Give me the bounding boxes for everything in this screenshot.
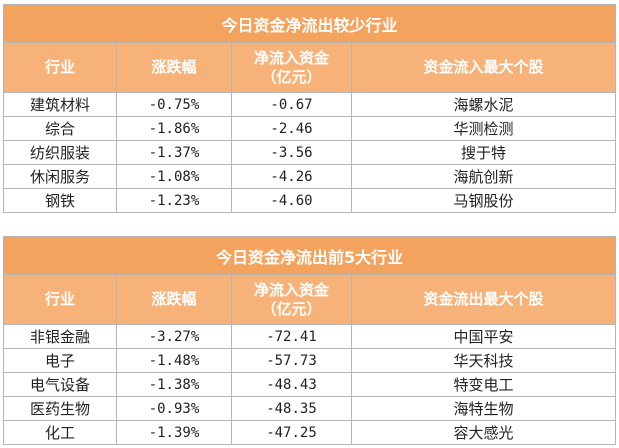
- table-row: 电子 -1.48% -57.73 华天科技: [3, 348, 617, 373]
- col-header-change: 涨跌幅: [116, 274, 232, 325]
- cell-top-stock: 马钢股份: [350, 188, 617, 213]
- cell-industry: 钢铁: [3, 188, 117, 213]
- cell-net-inflow: -3.56: [231, 140, 352, 165]
- cell-change: -1.38%: [116, 372, 232, 397]
- table-row: 钢铁 -1.23% -4.60 马钢股份: [3, 188, 617, 213]
- col-header-net-inflow: 净流入资金 （亿元）: [231, 42, 352, 93]
- table-title: 今日资金净流出前5大行业: [2, 236, 617, 275]
- cell-industry: 化工: [3, 420, 117, 445]
- col-header-change: 涨跌幅: [116, 42, 232, 93]
- cell-change: -1.08%: [116, 164, 232, 189]
- cell-industry: 非银金融: [3, 324, 117, 349]
- cell-top-stock: 特变电工: [350, 372, 617, 397]
- cell-net-inflow: -4.60: [231, 188, 352, 213]
- cell-industry: 电子: [3, 348, 117, 373]
- table-row: 纺织服装 -1.37% -3.56 搜于特: [3, 140, 617, 165]
- cell-change: -1.86%: [116, 116, 232, 141]
- cell-industry: 建筑材料: [3, 92, 117, 117]
- cell-top-stock: 容大感光: [350, 420, 617, 445]
- cell-industry: 休闲服务: [3, 164, 117, 189]
- table-row: 电气设备 -1.38% -48.43 特变电工: [3, 372, 617, 397]
- table-row: 建筑材料 -0.75% -0.67 海螺水泥: [3, 92, 617, 117]
- col-header-industry: 行业: [3, 274, 117, 325]
- table-row: 休闲服务 -1.08% -4.26 海航创新: [3, 164, 617, 189]
- cell-net-inflow: -47.25: [231, 420, 352, 445]
- table-row: 医药生物 -0.93% -48.35 海特生物: [3, 396, 617, 421]
- cell-industry: 医药生物: [3, 396, 117, 421]
- net-outflow-top5-table: 今日资金净流出前5大行业 行业 涨跌幅 净流入资金 （亿元） 资金流出最大个股 …: [2, 236, 617, 445]
- cell-top-stock: 华天科技: [350, 348, 617, 373]
- cell-top-stock: 海航创新: [350, 164, 617, 189]
- cell-net-inflow: -57.73: [231, 348, 352, 373]
- cell-top-stock: 搜于特: [350, 140, 617, 165]
- cell-net-inflow: -0.67: [231, 92, 352, 117]
- cell-change: -3.27%: [116, 324, 232, 349]
- cell-net-inflow: -4.26: [231, 164, 352, 189]
- cell-change: -1.23%: [116, 188, 232, 213]
- cell-industry: 电气设备: [3, 372, 117, 397]
- cell-top-stock: 华测检测: [350, 116, 617, 141]
- table-row: 综合 -1.86% -2.46 华测检测: [3, 116, 617, 141]
- cell-top-stock: 海特生物: [350, 396, 617, 421]
- col-header-industry: 行业: [3, 42, 117, 93]
- cell-industry: 综合: [3, 116, 117, 141]
- cell-net-inflow: -48.35: [231, 396, 352, 421]
- table-row: 化工 -1.39% -47.25 容大感光: [3, 420, 617, 445]
- cell-change: -1.37%: [116, 140, 232, 165]
- col-header-net-inflow: 净流入资金 （亿元）: [231, 274, 352, 325]
- cell-change: -0.93%: [116, 396, 232, 421]
- cell-top-stock: 海螺水泥: [350, 92, 617, 117]
- col-header-top-stock: 资金流入最大个股: [350, 42, 617, 93]
- cell-net-inflow: -2.46: [231, 116, 352, 141]
- net-outflow-smallest-table: 今日资金净流出较少行业 行业 涨跌幅 净流入资金 （亿元） 资金流入最大个股 建…: [2, 4, 617, 213]
- col-header-top-stock: 资金流出最大个股: [350, 274, 617, 325]
- cell-change: -1.48%: [116, 348, 232, 373]
- cell-net-inflow: -48.43: [231, 372, 352, 397]
- cell-net-inflow: -72.41: [231, 324, 352, 349]
- cell-change: -0.75%: [116, 92, 232, 117]
- table-row: 非银金融 -3.27% -72.41 中国平安: [3, 324, 617, 349]
- table-title: 今日资金净流出较少行业: [2, 4, 617, 43]
- cell-top-stock: 中国平安: [350, 324, 617, 349]
- cell-industry: 纺织服装: [3, 140, 117, 165]
- cell-change: -1.39%: [116, 420, 232, 445]
